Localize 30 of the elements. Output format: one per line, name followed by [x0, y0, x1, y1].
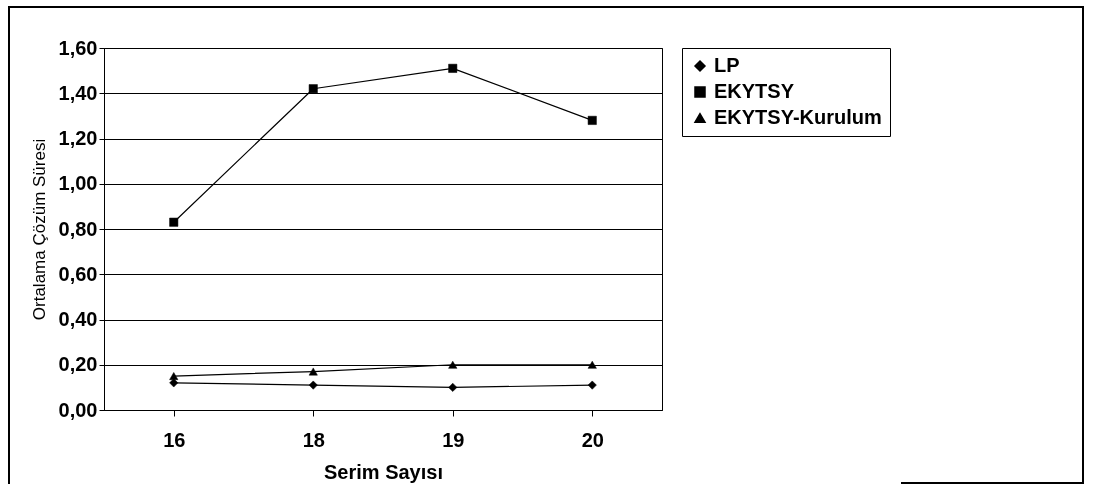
y-axis-title: Ortalama Çözüm Süresi	[29, 138, 49, 321]
y-tick-label: 1,40	[58, 81, 98, 104]
x-tick-label: 19	[442, 428, 465, 451]
y-tick-label: 1,60	[58, 36, 98, 59]
point	[448, 382, 458, 392]
legend-label: LP	[714, 54, 740, 76]
legend-label: EKYTSY	[714, 80, 795, 102]
point	[169, 217, 179, 227]
point	[587, 380, 597, 390]
legend-label: EKYTSY-Kurulum	[714, 106, 882, 128]
point	[308, 84, 318, 94]
y-tick-label: 0,80	[58, 217, 98, 240]
point	[448, 63, 458, 73]
y-tick-label: 0,60	[58, 262, 98, 285]
x-tick-label: 20	[581, 428, 604, 451]
point	[308, 367, 318, 376]
point	[587, 360, 597, 369]
y-tick-label: 0,20	[58, 353, 98, 376]
x-tick-label: 16	[163, 428, 186, 451]
x-axis-title: Serim Sayısı	[324, 460, 443, 483]
point	[169, 372, 179, 380]
point	[448, 360, 458, 369]
y-tick-label: 1,20	[58, 127, 98, 149]
point	[587, 115, 597, 125]
y-tick-label: 1,00	[58, 172, 98, 195]
point	[308, 380, 318, 390]
y-tick-label: 0,00	[58, 398, 98, 421]
y-tick-label: 0,40	[58, 308, 98, 330]
point	[169, 378, 179, 388]
x-tick-label: 18	[302, 428, 325, 451]
